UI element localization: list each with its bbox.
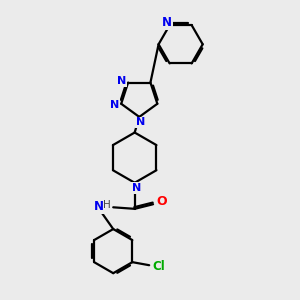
Text: N: N bbox=[162, 16, 172, 29]
Text: N: N bbox=[117, 76, 126, 86]
Text: N: N bbox=[136, 117, 146, 128]
Text: N: N bbox=[132, 183, 141, 193]
Text: Cl: Cl bbox=[152, 260, 165, 273]
Text: N: N bbox=[94, 200, 103, 213]
Text: N: N bbox=[110, 100, 119, 110]
Text: O: O bbox=[156, 195, 167, 208]
Text: H: H bbox=[103, 200, 110, 210]
